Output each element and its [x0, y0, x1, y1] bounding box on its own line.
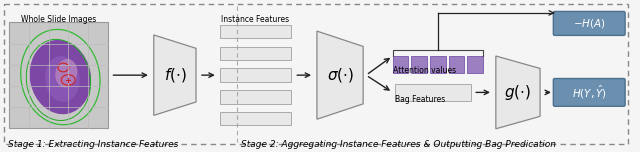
FancyBboxPatch shape: [554, 78, 625, 106]
FancyBboxPatch shape: [430, 56, 445, 73]
Text: Stage 2: Aggregating Instance Features & Outputting Bag Predication: Stage 2: Aggregating Instance Features &…: [241, 140, 556, 149]
FancyBboxPatch shape: [467, 56, 483, 73]
Ellipse shape: [55, 59, 77, 88]
Text: Attention values: Attention values: [392, 66, 456, 75]
FancyBboxPatch shape: [220, 68, 291, 82]
Text: $f(\cdot)$: $f(\cdot)$: [163, 66, 186, 84]
FancyBboxPatch shape: [395, 84, 471, 101]
FancyBboxPatch shape: [449, 56, 465, 73]
FancyBboxPatch shape: [220, 47, 291, 60]
FancyBboxPatch shape: [220, 112, 291, 125]
Text: Stage 1: Extracting Instance Features: Stage 1: Extracting Instance Features: [8, 140, 179, 149]
FancyBboxPatch shape: [412, 56, 427, 73]
FancyBboxPatch shape: [9, 22, 108, 128]
FancyBboxPatch shape: [554, 11, 625, 35]
Text: $g(\cdot)$: $g(\cdot)$: [504, 83, 531, 102]
Ellipse shape: [29, 40, 91, 114]
Ellipse shape: [45, 56, 79, 102]
Polygon shape: [317, 31, 363, 119]
FancyBboxPatch shape: [392, 56, 408, 73]
Text: Instance Features: Instance Features: [221, 15, 289, 24]
Polygon shape: [496, 56, 540, 129]
FancyBboxPatch shape: [220, 25, 291, 38]
Polygon shape: [154, 35, 196, 115]
FancyBboxPatch shape: [220, 90, 291, 104]
Text: $-H(A)$: $-H(A)$: [573, 17, 605, 30]
Text: $\sigma(\cdot)$: $\sigma(\cdot)$: [326, 66, 353, 84]
Text: $H(Y,\hat{Y})$: $H(Y,\hat{Y})$: [572, 84, 607, 101]
Text: Whole Slide Images: Whole Slide Images: [20, 15, 96, 24]
Text: Bag Features: Bag Features: [395, 95, 445, 104]
